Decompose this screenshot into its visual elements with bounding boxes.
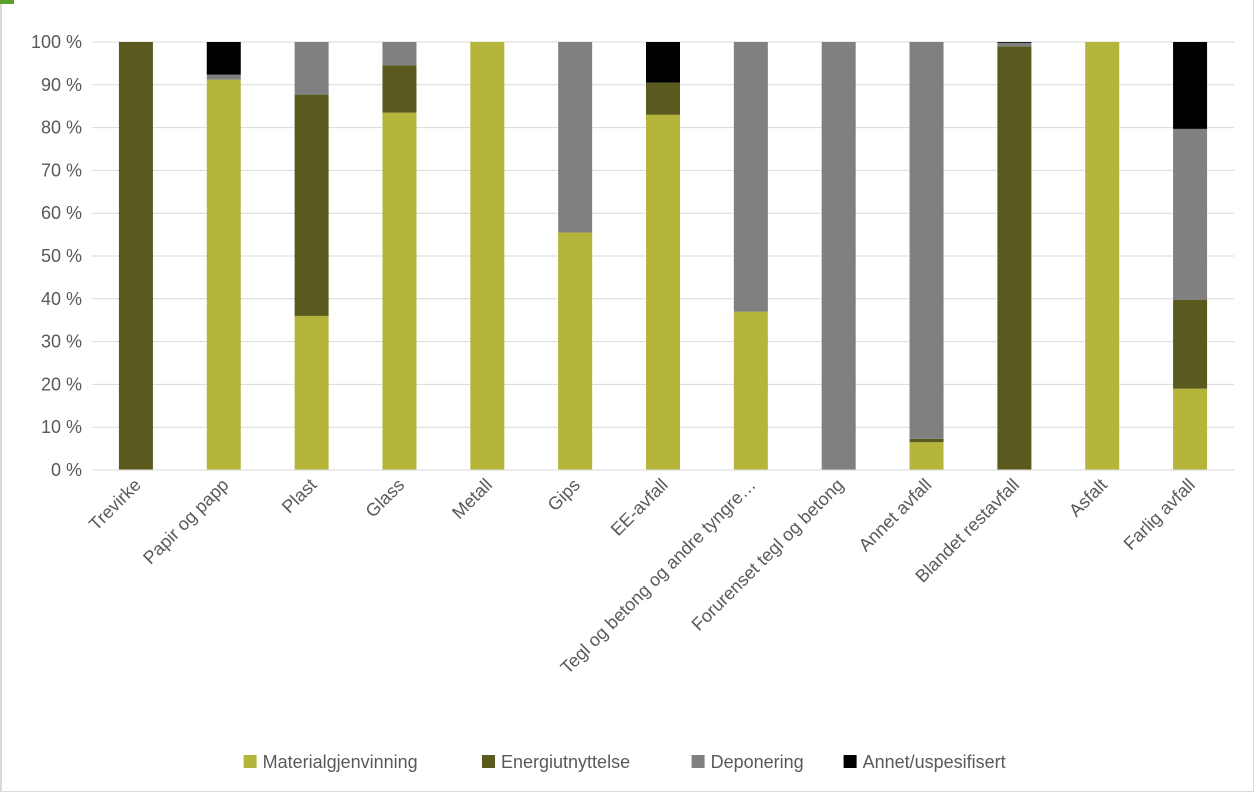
- bar-segment: [470, 42, 505, 470]
- bar-segment: [997, 42, 1032, 47]
- y-axis: 0 % 10 % 20 % 30 % 40 % 50 % 60 % 70 % 80 % 90 % 1…: [31, 32, 82, 480]
- y-tick-label: 40 %: [41, 289, 82, 309]
- bar-segment: [206, 74, 241, 80]
- x-category-label: Annet avfall: [855, 475, 936, 556]
- y-tick-label: 60 %: [41, 203, 82, 223]
- x-category-label: EE-avfall: [607, 475, 672, 540]
- x-category-label: Gips: [544, 475, 584, 515]
- bar-segment: [294, 94, 329, 316]
- bar-segment: [1085, 42, 1120, 470]
- bar-segment: [733, 42, 768, 312]
- corner-accent: [0, 0, 14, 4]
- x-category-label: Metall: [448, 475, 496, 523]
- legend-label: Annet/uspesifisert: [863, 752, 1006, 772]
- x-category-label: Plast: [278, 475, 320, 517]
- y-tick-label: 20 %: [41, 374, 82, 394]
- x-category-label: Tegl og betong og andre tyngre…: [557, 475, 760, 678]
- y-tick-label: 30 %: [41, 332, 82, 352]
- bar-segment: [909, 442, 944, 470]
- bar-segment: [206, 79, 241, 470]
- bar-segment: [294, 42, 329, 95]
- bar-segment: [382, 112, 417, 471]
- y-tick-label: 50 %: [41, 246, 82, 266]
- bar-segment: [997, 46, 1032, 470]
- bar-segment: [909, 42, 944, 439]
- legend-swatch: [243, 755, 257, 768]
- x-category-label: Glass: [362, 475, 409, 522]
- bar-segment: [1173, 299, 1208, 389]
- bar-segment: [382, 42, 417, 66]
- x-category-label: Farlig avfall: [1120, 475, 1199, 554]
- legend-label: Energiutnyttelse: [501, 752, 630, 772]
- bar-segment: [646, 114, 680, 470]
- bar-segment: [294, 315, 329, 470]
- legend-label: Deponering: [711, 752, 804, 772]
- bar-segment: [382, 65, 417, 113]
- bar-segment: [118, 42, 153, 470]
- bar-segment: [733, 311, 768, 470]
- legend-label: Materialgjenvinning: [263, 752, 418, 772]
- legend-swatch: [691, 755, 705, 768]
- legend-swatch: [482, 755, 495, 768]
- bar-segment: [1173, 42, 1208, 129]
- bar-segment: [646, 42, 680, 83]
- bars: [118, 42, 1208, 471]
- y-tick-label: 100 %: [31, 32, 82, 52]
- x-category-label: Trevirke: [85, 475, 145, 535]
- bar-segment: [821, 42, 856, 470]
- bar-segment: [1173, 128, 1208, 300]
- x-category-label: Forurenset tegl og betong: [688, 475, 848, 635]
- bar-segment: [558, 232, 593, 470]
- y-tick-label: 70 %: [41, 160, 82, 180]
- x-category-label: Papir og papp: [139, 475, 232, 568]
- bar-segment: [909, 438, 944, 443]
- bar-segment: [206, 42, 241, 75]
- legend: Materialgjenvinning Energiutnyttelse Depon…: [243, 752, 1006, 772]
- bar-segment: [558, 42, 593, 233]
- legend-swatch: [843, 755, 857, 768]
- y-tick-label: 0 %: [51, 460, 82, 480]
- bar-segment: [997, 42, 1032, 43]
- bar-segment: [1173, 388, 1208, 470]
- y-tick-label: 10 %: [41, 417, 82, 437]
- y-tick-label: 90 %: [41, 75, 82, 95]
- y-tick-label: 80 %: [41, 118, 82, 138]
- bar-segment: [646, 82, 680, 115]
- x-category-label: Asfalt: [1065, 475, 1111, 521]
